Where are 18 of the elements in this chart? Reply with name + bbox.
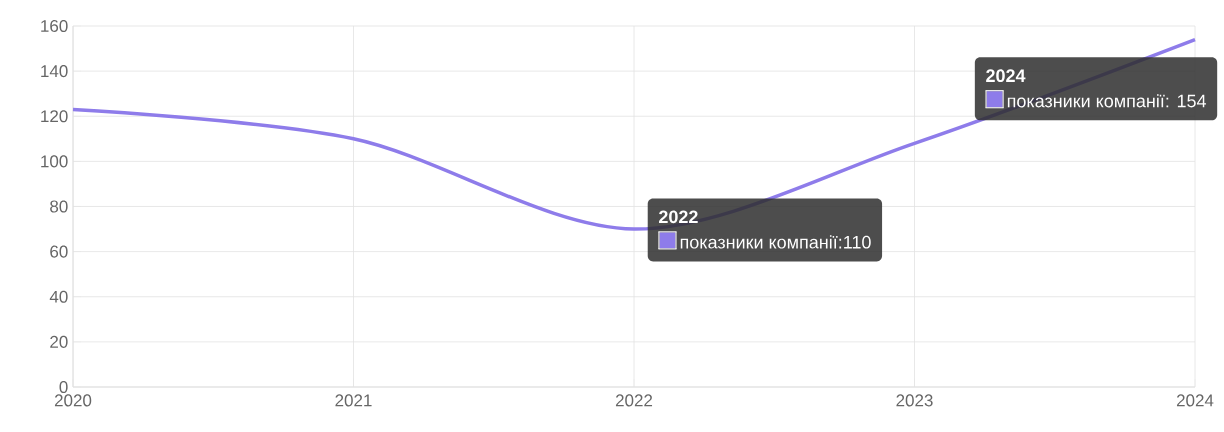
- y-tick-label: 160: [41, 19, 68, 33]
- x-tick-label: 2021: [335, 394, 372, 407]
- y-tick-label: 80: [50, 200, 68, 213]
- y-tick-label: 60: [50, 245, 68, 258]
- annotation: показники компанії:110: [680, 235, 871, 249]
- y-tick-label: 40: [49, 290, 68, 303]
- y-tick-label: 100: [41, 155, 68, 168]
- annotation: показники компанії: 154: [1007, 94, 1207, 108]
- y-tick-label: 20: [50, 335, 68, 348]
- x-tick-label: 2020: [54, 394, 92, 407]
- y-tick-label: 0: [59, 380, 68, 394]
- x-tick-label: 2023: [896, 394, 933, 407]
- annotation: 2022: [659, 210, 698, 224]
- y-tick-label: 120: [41, 110, 68, 123]
- x-tick-label: 2022: [615, 394, 653, 407]
- y-tick-label: 140: [41, 65, 68, 78]
- annotation: 2024: [986, 69, 1026, 83]
- x-tick-label: 2024: [1176, 394, 1214, 407]
